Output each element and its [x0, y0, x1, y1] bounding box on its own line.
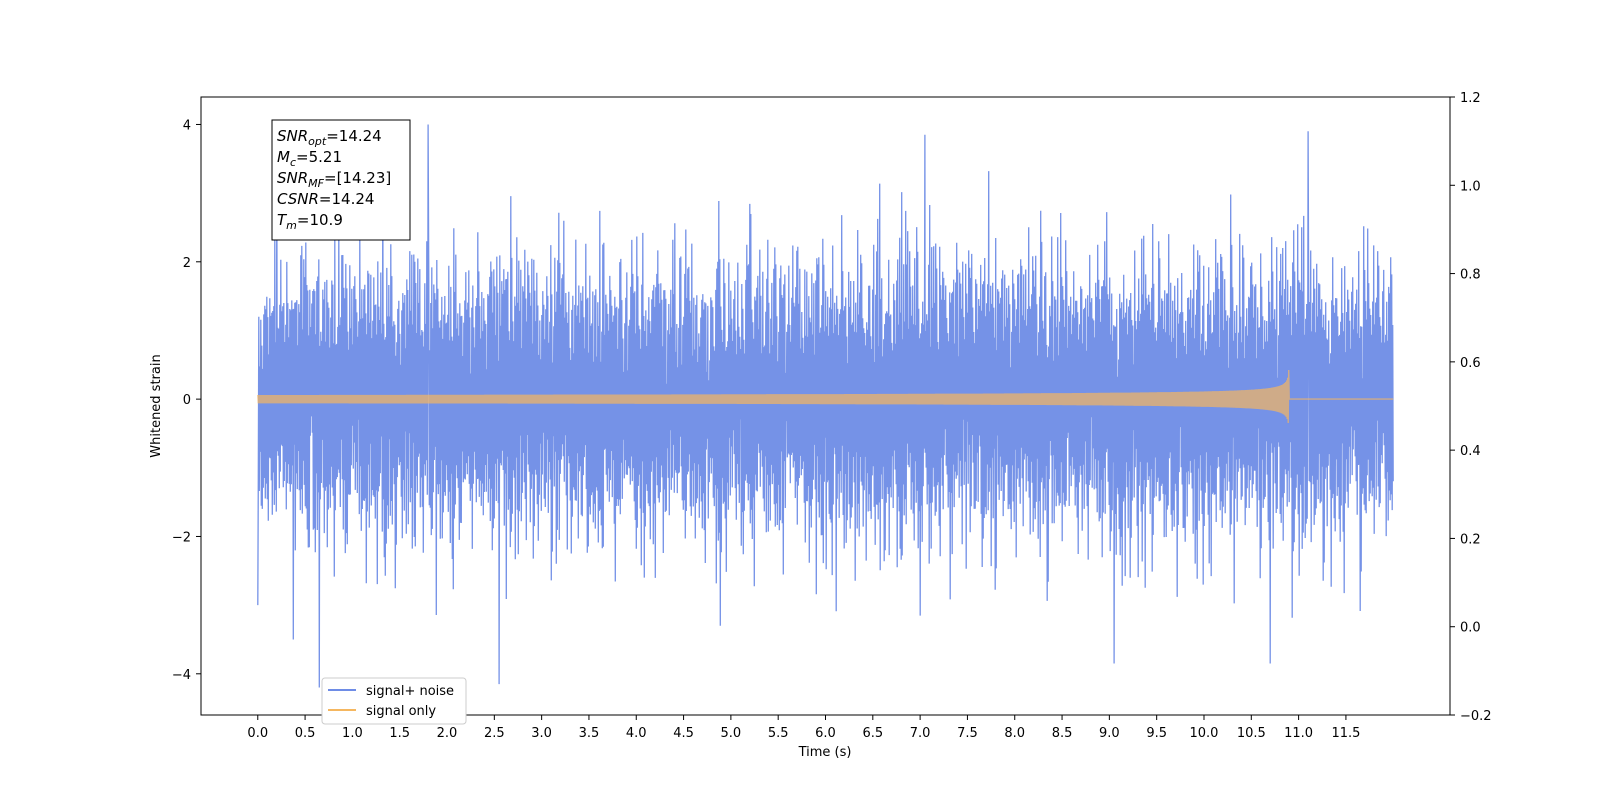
y2-tick-label: 0.2 — [1460, 532, 1481, 547]
x-tick-label: 0.5 — [295, 726, 316, 741]
y-tick-label: 4 — [183, 118, 191, 133]
x-tick-label: 6.5 — [862, 726, 883, 741]
y-axis-label: Whitened strain — [149, 354, 164, 457]
info-line: Mc=5.21 — [277, 148, 342, 169]
y2-tick-label: 0.0 — [1460, 621, 1481, 636]
x-tick-label: 9.0 — [1099, 726, 1120, 741]
y2-tick-label: 1.2 — [1460, 91, 1481, 106]
info-subscript: c — [290, 156, 296, 169]
info-subscript: MF — [308, 177, 324, 190]
x-tick-label: 5.5 — [768, 726, 789, 741]
y2-axis: 1.2 1.0 0.8 0.6 0.4 0.2 0.0 −0.2 — [1450, 91, 1492, 724]
legend-label-signal-only: signal only — [366, 704, 436, 719]
y-tick-label: 2 — [183, 256, 191, 271]
x-tick-label: 6.0 — [815, 726, 836, 741]
info-value: =5.21 — [296, 148, 342, 166]
x-tick-label: 4.5 — [673, 726, 694, 741]
info-symbol: SNR — [277, 169, 308, 187]
info-line: CSNR=14.24 — [277, 190, 374, 208]
info-line: SNRopt=14.24 — [277, 127, 382, 148]
y2-tick-label: 1.0 — [1460, 179, 1481, 194]
x-axis: 0.0 0.5 1.0 1.5 2.0 2.5 3.0 3.5 4.0 4.5 5.0 5.5 6.0 6… — [247, 715, 1360, 741]
info-subscript: opt — [308, 135, 327, 148]
y-tick-label: −2 — [172, 530, 191, 545]
y-tick-label: 0 — [183, 393, 191, 408]
info-box-frame — [271, 119, 411, 241]
x-tick-label: 7.0 — [910, 726, 931, 741]
y2-tick-label: 0.6 — [1460, 356, 1481, 371]
y2-tick-label: −0.2 — [1460, 709, 1492, 724]
y-tick-label: −4 — [172, 668, 191, 683]
x-tick-label: 1.5 — [389, 726, 410, 741]
x-tick-label: 10.5 — [1237, 726, 1266, 741]
x-tick-label: 10.0 — [1190, 726, 1219, 741]
info-value: =[14.23] — [324, 169, 391, 187]
series-signal-only-line — [257, 369, 1394, 424]
info-symbol: SNR — [277, 127, 308, 145]
info-value: =14.24 — [319, 190, 375, 208]
x-tick-label: 11.5 — [1331, 726, 1360, 741]
x-tick-label: 7.5 — [957, 726, 978, 741]
info-value: =10.9 — [297, 211, 343, 229]
legend: signal+ noise signal only — [321, 677, 467, 725]
x-tick-label: 1.0 — [342, 726, 363, 741]
x-tick-label: 0.0 — [247, 726, 268, 741]
series-layer — [257, 124, 1394, 688]
info-line: SNRMF=[14.23] — [277, 169, 391, 190]
legend-label-signal-noise: signal+ noise — [366, 684, 454, 699]
y2-tick-label: 0.4 — [1460, 444, 1481, 459]
x-tick-label: 2.0 — [437, 726, 458, 741]
x-tick-label: 8.5 — [1052, 726, 1073, 741]
x-axis-label: Time (s) — [798, 745, 852, 760]
x-tick-label: 11.0 — [1284, 726, 1313, 741]
x-tick-label: 9.5 — [1146, 726, 1167, 741]
info-box: SNRopt=14.24Mc=5.21SNRMF=[14.23]CSNR=14.… — [271, 119, 411, 241]
info-symbol: M — [277, 148, 290, 166]
info-symbol: T — [277, 211, 288, 229]
info-symbol: CSNR — [277, 190, 319, 208]
info-line: Tm=10.9 — [277, 211, 343, 232]
x-tick-label: 4.0 — [626, 726, 647, 741]
x-tick-label: 8.0 — [1004, 726, 1025, 741]
info-value: =14.24 — [326, 127, 382, 145]
info-subscript: m — [286, 219, 297, 232]
y2-tick-label: 0.8 — [1460, 268, 1481, 283]
y-axis: 4 2 0 −2 −4 — [172, 118, 201, 683]
x-tick-label: 5.0 — [721, 726, 742, 741]
x-tick-label: 3.0 — [531, 726, 552, 741]
legend-frame — [321, 677, 467, 725]
x-tick-label: 2.5 — [484, 726, 505, 741]
x-tick-label: 3.5 — [579, 726, 600, 741]
